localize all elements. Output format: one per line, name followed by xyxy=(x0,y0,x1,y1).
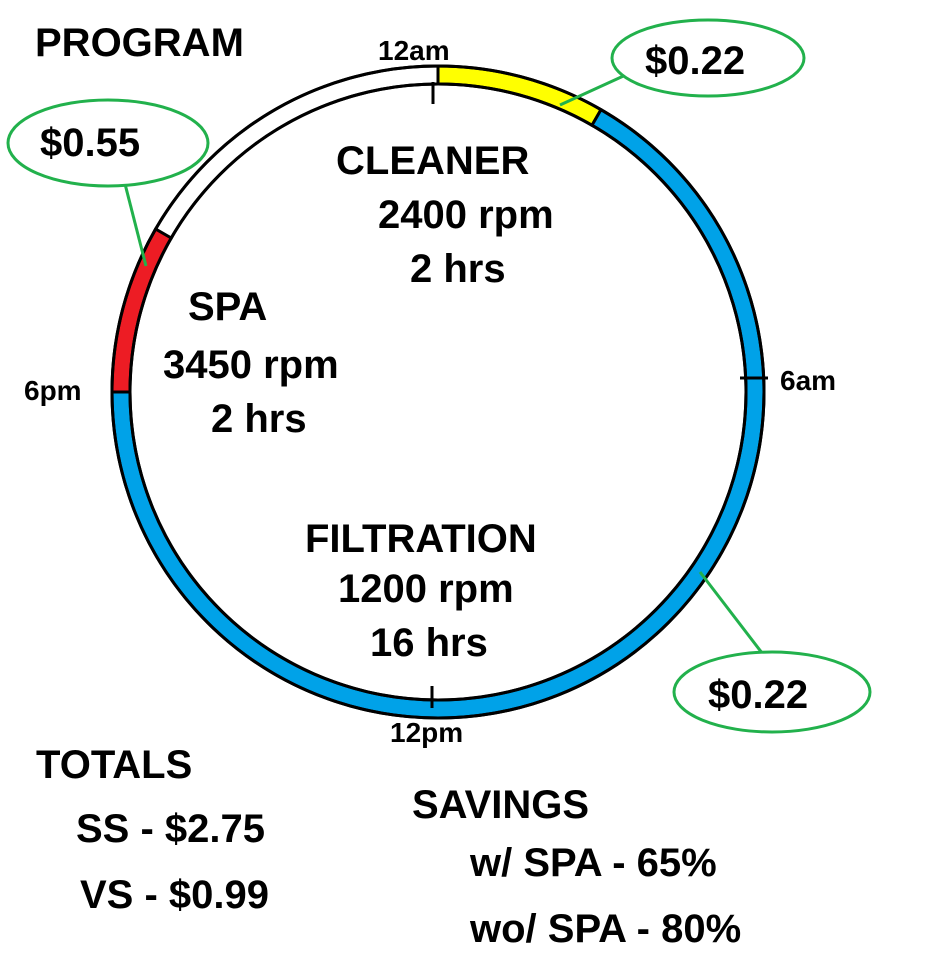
filtration-duration: 16 hrs xyxy=(370,621,488,665)
filtration-cost-bubble xyxy=(672,650,872,734)
filtration-speed: 1200 rpm xyxy=(338,567,514,611)
spa-cost-bubble xyxy=(6,98,210,188)
ring-outer-outline xyxy=(128,82,748,702)
label-6am: 6am xyxy=(780,365,836,396)
filtration-cost: $0.22 xyxy=(708,673,808,717)
spa-speed: 3450 rpm xyxy=(163,343,339,387)
spa-cost-leader xyxy=(122,179,148,267)
cleaner-cost-bubble xyxy=(610,18,806,98)
cleaner-cost-leader xyxy=(559,71,631,107)
cleaner-speed: 2400 rpm xyxy=(378,193,554,237)
label-12pm: 12pm xyxy=(390,717,463,748)
ring-inner-outline xyxy=(110,64,766,720)
totals-vs: VS - $0.99 xyxy=(80,873,269,917)
cleaner-name: CLEANER xyxy=(336,139,529,183)
filtration-name: FILTRATION xyxy=(305,517,537,561)
cleaner-duration: 2 hrs xyxy=(410,247,506,291)
schedule-ring xyxy=(110,64,768,720)
label-12am: 12am xyxy=(378,35,450,66)
savings-with-spa: w/ SPA - 65% xyxy=(469,841,717,885)
savings-without-spa: wo/ SPA - 80% xyxy=(469,907,741,951)
spa-name: SPA xyxy=(188,285,267,329)
program-title: PROGRAM xyxy=(35,21,244,65)
spa-duration: 2 hrs xyxy=(211,397,307,441)
savings-heading: SAVINGS xyxy=(412,783,589,827)
totals-ss: SS - $2.75 xyxy=(76,807,265,851)
filtration-cost-leader xyxy=(698,571,774,667)
cleaner-cost: $0.22 xyxy=(645,39,745,83)
label-6pm: 6pm xyxy=(24,375,82,406)
spa-cost: $0.55 xyxy=(40,121,140,165)
totals-heading: TOTALS xyxy=(36,743,192,787)
